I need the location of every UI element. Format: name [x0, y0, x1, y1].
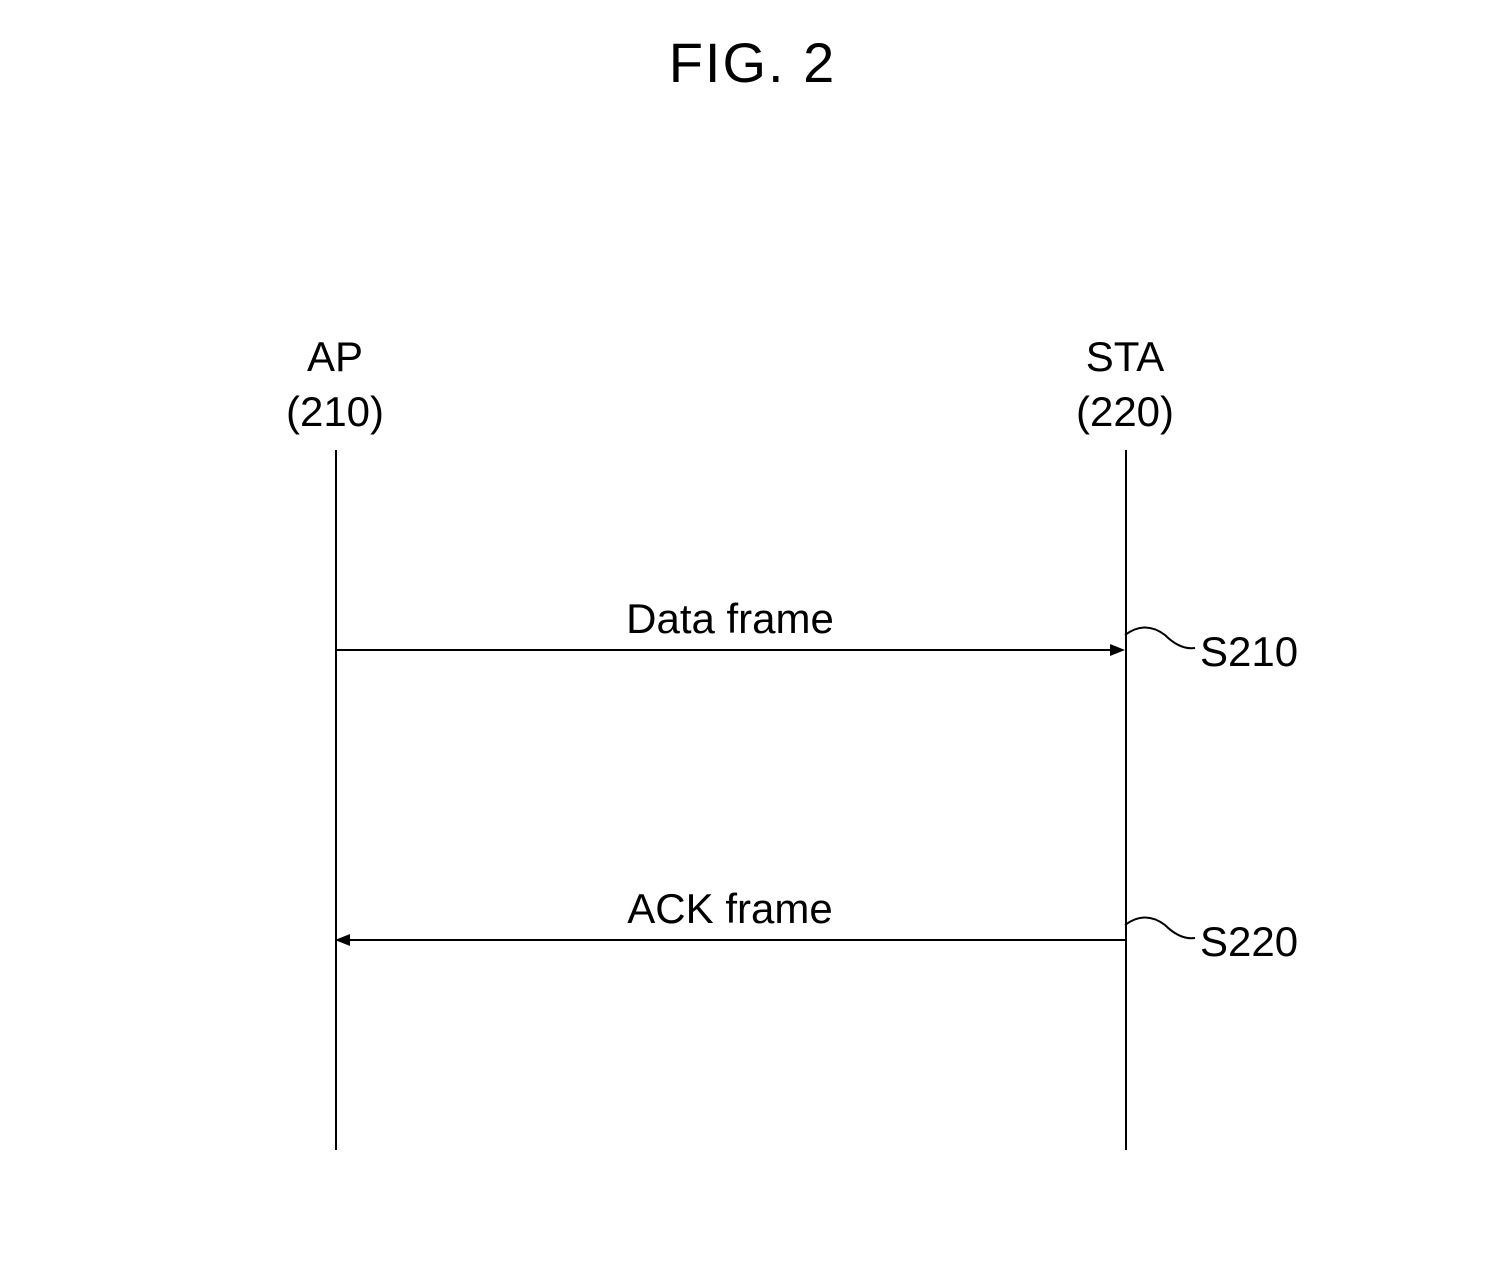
diagram-svg	[0, 0, 1505, 1271]
diagram-container: FIG. 2 AP (210) STA (220) Data frame ACK…	[0, 0, 1505, 1271]
bracket-s210	[1125, 628, 1195, 649]
arrow-ack-frame-head	[335, 934, 350, 946]
bracket-s220	[1125, 918, 1195, 939]
arrow-data-frame-head	[1110, 644, 1125, 656]
